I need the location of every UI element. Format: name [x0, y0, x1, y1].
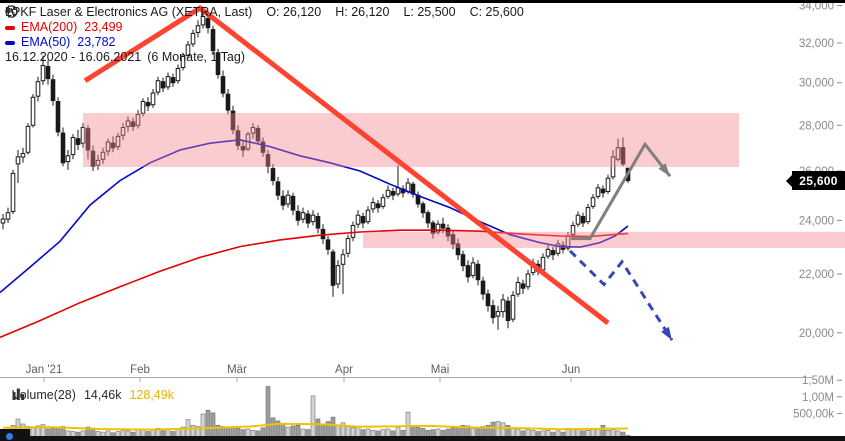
price-zones-layer	[83, 113, 845, 248]
projection-arrows-layer	[568, 141, 674, 342]
date-axis: Jan '21 Feb Mär Apr Mai Jun	[0, 364, 812, 383]
month-tick-label: Mär	[227, 364, 247, 376]
month-tick-label: Apr	[335, 364, 353, 376]
month-tick-label: Jan '21	[26, 364, 63, 376]
projection-up-gray-head	[658, 163, 670, 177]
candles-layer	[0, 11, 631, 330]
bottom-border	[0, 436, 845, 441]
price-tick-label: 32,000	[799, 38, 834, 50]
volume-axis: 1,50M 1,00M 500,00k	[793, 375, 842, 420]
volume-ma-line	[2, 422, 629, 431]
resistance-zone	[83, 113, 739, 167]
month-tick-label: Mai	[431, 364, 450, 376]
volume-tick-label: 1,00M	[802, 392, 834, 404]
connection-status-dot[interactable]	[6, 433, 13, 440]
volume-ma-layer	[2, 422, 629, 431]
price-tick-label: 22,000	[799, 269, 834, 281]
ema50-line	[0, 138, 629, 294]
volume-tick-label: 500,00k	[793, 408, 834, 420]
price-tick-label: 34,000	[799, 1, 834, 13]
projection-down-blue	[568, 249, 674, 342]
projection-up-gray	[571, 141, 672, 241]
price-tick-label: 28,000	[799, 120, 834, 132]
support-zone	[363, 231, 845, 248]
price-tick-label: 30,000	[799, 78, 834, 90]
trendline-layer	[83, 5, 610, 325]
projection-down-blue-head	[661, 326, 672, 341]
price-tick-label: 20,000	[799, 328, 834, 340]
month-tick-label: Feb	[130, 364, 150, 376]
price-axis: 34,000 32,000 30,000 28,000 26,000 24,000 22,0…	[799, 1, 842, 340]
price-tick-label: 26,000	[799, 166, 834, 178]
top-border	[0, 0, 845, 3]
ema-lines-layer	[0, 138, 629, 339]
volume-tick-label: 1,50M	[802, 375, 834, 387]
price-tick-label: 24,000	[799, 215, 834, 227]
ema200-line	[0, 229, 629, 339]
month-tick-label: Jun	[562, 364, 581, 376]
red-trendline	[83, 5, 610, 325]
